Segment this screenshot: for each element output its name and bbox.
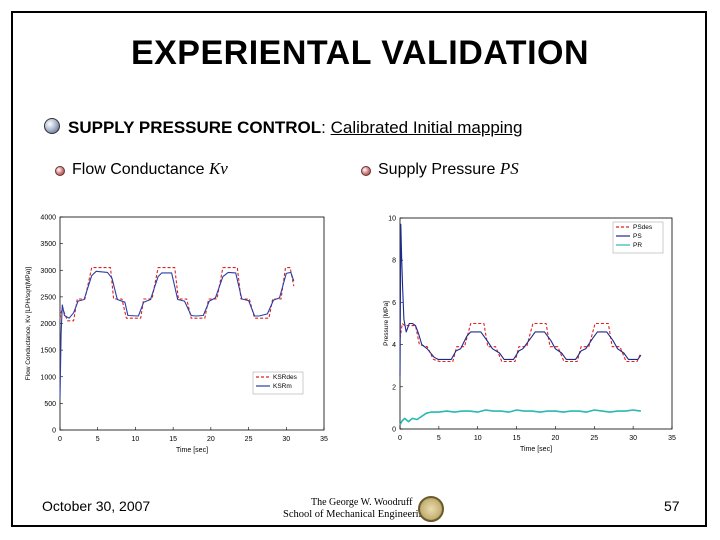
- x-tick-label: 0: [398, 435, 402, 442]
- y-tick-label: 4000: [40, 215, 56, 222]
- legend-box: [252, 371, 304, 395]
- sub-bullet-right-text: Supply Pressure PS: [378, 159, 519, 179]
- x-tick-label: 10: [474, 435, 482, 442]
- y-tick-label: 2: [392, 384, 396, 391]
- main-label: SUPPLY PRESSURE CONTROL: [68, 118, 322, 137]
- sub-bullet-left-text: Flow Conductance Kv: [72, 159, 228, 179]
- sub-right-symbol: PS: [499, 159, 519, 178]
- x-tick-label: 5: [437, 435, 441, 442]
- y-tick-label: 2000: [40, 321, 56, 328]
- y-tick-label: 10: [388, 216, 396, 223]
- y-tick-label: 500: [44, 401, 56, 408]
- series-line-psdes: [399, 322, 642, 363]
- x-axis-label: Time [sec]: [176, 447, 208, 454]
- main-link: Calibrated Initial mapping: [330, 118, 523, 137]
- x-tick-label: 30: [282, 436, 290, 443]
- y-tick-label: 0: [52, 428, 56, 435]
- sub-bullet-left-icon: [55, 166, 65, 176]
- plot-area: [59, 216, 325, 431]
- x-tick-label: 15: [169, 436, 177, 443]
- x-tick-label: 0: [58, 436, 62, 443]
- x-tick-label: 25: [245, 436, 253, 443]
- main-bullet-text: SUPPLY PRESSURE CONTROL: Calibrated Init…: [68, 118, 522, 138]
- sub-left-symbol: Kv: [208, 159, 228, 178]
- x-tick-label: 35: [320, 436, 328, 443]
- y-tick-label: 3500: [40, 241, 56, 248]
- y-tick-label: 0: [392, 427, 396, 434]
- legend-label-pr: PR: [633, 242, 642, 249]
- y-axis-label: Flow Conductance, Kv [LPH/sqrt(MPa)]: [25, 267, 32, 381]
- x-tick-label: 35: [668, 435, 676, 442]
- school-seal-icon: [418, 496, 444, 522]
- series-line-ksrdes: [59, 267, 295, 322]
- slide-title: EXPERIENTAL VALIDATION: [130, 34, 590, 72]
- x-tick-label: 10: [132, 436, 140, 443]
- legend-label-ksrm: KSRm: [273, 383, 292, 390]
- y-tick-label: 1500: [40, 348, 56, 355]
- series-line-ksrm: [59, 270, 295, 399]
- slide-frame: [11, 11, 707, 527]
- legend-label-ksrdes: KSRdes: [273, 374, 298, 381]
- x-tick-label: 25: [590, 435, 598, 442]
- y-tick-label: 3000: [40, 268, 56, 275]
- logo-line-1: The George W. Woodruff: [311, 497, 413, 508]
- x-axis-label: Time [sec]: [520, 446, 552, 453]
- main-separator: :: [321, 118, 331, 137]
- x-tick-label: 20: [552, 435, 560, 442]
- x-tick-label: 5: [96, 436, 100, 443]
- y-tick-label: 8: [392, 258, 396, 265]
- page-number: 57: [664, 498, 680, 514]
- y-axis-label: Pressure [MPa]: [383, 301, 390, 346]
- x-tick-label: 30: [629, 435, 637, 442]
- school-logo: The George W. Woodruff School of Mechani…: [283, 497, 443, 525]
- x-tick-label: 15: [513, 435, 521, 442]
- footer-date: October 30, 2007: [42, 498, 151, 514]
- y-tick-label: 6: [392, 300, 396, 307]
- sub-bullet-right-icon: [361, 166, 371, 176]
- series-line-ps: [399, 223, 642, 377]
- chart-supply-pressure: 0 5 10 15 20 25 30 35 0 2 4 6 8 10 Time [sec] Pressure …: [383, 216, 676, 454]
- x-tick-label: 20: [207, 436, 215, 443]
- series-line-pr: [399, 409, 642, 426]
- main-bullet-icon: [44, 118, 60, 134]
- y-tick-label: 2500: [40, 294, 56, 301]
- sub-right-text: Supply Pressure: [378, 161, 500, 178]
- legend-label-psdes: PSdes: [633, 224, 653, 231]
- sub-left-text: Flow Conductance: [72, 161, 209, 178]
- y-tick-label: 1000: [40, 374, 56, 381]
- chart-flow-conductance: 0 5 10 15 20 25 30 35 0 500 1000 1500 2000 2500 3000 35…: [25, 215, 328, 455]
- legend-label-ps: PS: [633, 233, 642, 240]
- logo-line-2: School of Mechanical Engineering: [283, 509, 430, 520]
- y-tick-label: 4: [392, 342, 396, 349]
